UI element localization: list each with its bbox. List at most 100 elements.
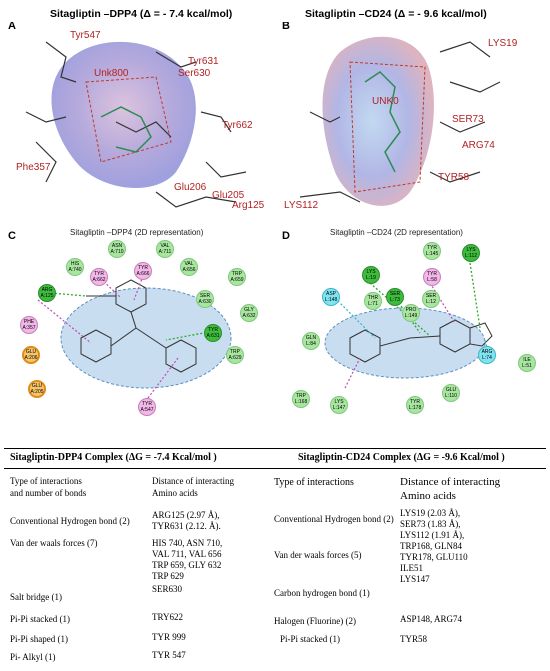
residue-node: ARG A:125	[38, 284, 56, 302]
residue-node: VAL A:711	[156, 240, 174, 258]
residue-node: PRO L:149	[402, 304, 420, 322]
residue-node: THR L:71	[364, 292, 382, 310]
residue-node: ASP L:148	[322, 288, 340, 306]
residue-node: GLU L:110	[442, 384, 460, 402]
interaction-type: Conventional Hydrogen bond (2)	[10, 516, 130, 526]
residue-node: TRP A:629	[226, 346, 244, 364]
residue-label: LYS19	[488, 38, 518, 49]
residue-node: TYR A:547	[138, 398, 156, 416]
panel-b-title: Sitagliptin –CD24 (Δ = - 9.6 kcal/mol)	[305, 8, 487, 20]
interaction-table: Sitagliptin-DPP4 Complex (ΔG = -7.4 Kcal…	[0, 428, 550, 671]
interaction-residues: TRP168, GLN84	[400, 541, 463, 551]
residue-node: TYR L:145	[423, 242, 441, 260]
column-header: Distance of interacting	[152, 476, 234, 486]
interaction-residues: TYR 547	[152, 650, 186, 660]
interaction-residues: TYR631 (2.12. Å).	[152, 521, 221, 531]
interaction-residues: SER630	[152, 584, 183, 594]
residue-node: TYR A:666	[134, 262, 152, 280]
residue-label: Tyr547	[70, 30, 101, 41]
panel-a-3d-view: A Tyr547 Tyr631 Ser630 Unk800 Tyr662 Phe…	[6, 22, 274, 227]
interaction-type: Halogen (Fluorine) (2)	[274, 616, 356, 626]
residue-node: ARG L:74	[478, 346, 496, 364]
residue-label: Phe357	[16, 162, 51, 173]
panel-letter-a: A	[8, 22, 16, 32]
interaction-type: Pi-Pi shaped (1)	[10, 634, 68, 644]
residue-label: LYS112	[284, 200, 319, 211]
interaction-type: Conventional Hydrogen bond (2)	[274, 514, 394, 524]
panel-b-3d-view: B LYS19 LYS112 UNK0 SER73 ARG74 TYR58	[280, 22, 544, 227]
residue-node: TYR L:178	[406, 396, 424, 414]
interaction-residues: TRP 629	[152, 571, 184, 581]
residue-label: Arg125	[232, 200, 265, 211]
residue-label: Glu205	[212, 190, 245, 201]
panel-c-2d-diagram: C Sitagliptin –DPP4 (2D representation) …	[6, 228, 274, 423]
residue-label: TYR58	[438, 172, 470, 183]
panel-b-surface	[299, 36, 501, 206]
panel-letter-d: D	[282, 230, 290, 242]
interaction-type: Van der waals forces (7)	[10, 538, 98, 548]
residue-node: TYR A:662	[90, 268, 108, 286]
table-rule-mid	[4, 468, 546, 469]
residue-node: LYS L:147	[330, 396, 348, 414]
residue-node: PHE A:357	[20, 316, 38, 334]
residue-node: GLN L:84	[302, 332, 320, 350]
residue-node: ILE L:51	[518, 354, 536, 372]
residue-node: SER A:630	[196, 290, 214, 308]
residue-label: Tyr662	[222, 120, 253, 131]
interaction-type: Van der waals forces (5)	[274, 550, 362, 560]
interaction-residues: ARG125 (2.97 Å),	[152, 510, 220, 520]
panel-letter-c: C	[8, 230, 16, 242]
interaction-residues: LYS147	[400, 574, 430, 584]
residue-node: GLY A:632	[240, 304, 258, 322]
interaction-residues: SER73 (1.83 Å),	[400, 519, 461, 529]
residue-node: LYS L:112	[462, 244, 480, 262]
table-header-cd24: Sitagliptin-CD24 Complex (ΔG = -9.6 Kcal…	[298, 452, 505, 463]
panel-d-2d-diagram: D Sitagliptin –CD24 (2D representation) …	[280, 228, 544, 423]
panel-letter-b: B	[282, 22, 290, 32]
interaction-residues: VAL 711, VAL 656	[152, 549, 222, 559]
residue-node: LYS L:19	[362, 266, 380, 284]
residue-node: GLU A:205	[28, 380, 46, 398]
interaction-residues: ASP148, ARG74	[400, 614, 463, 624]
residue-node: TRP L:168	[292, 390, 310, 408]
interaction-residues: LYS19 (2.03 Å),	[400, 508, 461, 518]
residue-label: Glu206	[174, 182, 207, 193]
residue-label: UNK0	[372, 96, 399, 107]
residue-node: GLU A:206	[22, 346, 40, 364]
column-header: Amino acids	[152, 488, 198, 498]
interaction-residues: TYR58	[400, 634, 427, 644]
interaction-type: Pi- Alkyl (1)	[10, 652, 56, 662]
residue-node: HIS A:740	[66, 258, 84, 276]
panel-d-ligand	[324, 262, 493, 389]
interaction-residues: HIS 740, ASN 710,	[152, 538, 223, 548]
table-rule-top	[4, 448, 546, 449]
interaction-type: Carbon hydrogen bond (1)	[274, 588, 370, 598]
residue-label: SER73	[452, 114, 484, 125]
residue-label: Ser630	[178, 68, 211, 79]
panel-a-title: Sitagliptin –DPP4 (Δ = - 7.4 kcal/mol)	[50, 8, 233, 20]
panel-a-surface	[25, 41, 247, 208]
column-header: Type of interactions	[274, 477, 354, 488]
table-header-dpp4: Sitagliptin-DPP4 Complex (ΔG = -7.4 Kcal…	[10, 452, 217, 463]
residue-node: TRP A:659	[228, 268, 246, 286]
panel-c-title: Sitagliptin –DPP4 (2D representation)	[70, 228, 204, 237]
panel-c-ligand	[37, 275, 232, 399]
residue-node: SER L:12	[422, 290, 440, 308]
residue-label: Unk800	[94, 68, 129, 79]
residue-label: Tyr631	[188, 56, 219, 67]
interaction-residues: ILE51	[400, 563, 423, 573]
residue-node: SER L:73	[386, 288, 404, 306]
interaction-type: Pi-Pi stacked (1)	[10, 614, 70, 624]
column-header: Amino acids	[400, 490, 456, 502]
column-header: Type of interactions	[10, 476, 82, 486]
interaction-residues: TRY622	[152, 612, 184, 622]
interaction-residues: TRP 659, GLY 632	[152, 560, 222, 570]
interaction-type: Pi-Pi stacked (1)	[280, 634, 340, 644]
residue-node: VAL A:656	[180, 258, 198, 276]
interaction-residues: LYS112 (1.91 Å),	[400, 530, 465, 540]
panel-d-title: Sitagliptin –CD24 (2D representation)	[330, 228, 463, 237]
interaction-residues: TYR178, GLU110	[400, 552, 468, 562]
residue-node: ASN A:710	[108, 240, 126, 258]
interaction-residues: TYR 999	[152, 632, 186, 642]
column-header: and number of bonds	[10, 488, 87, 498]
